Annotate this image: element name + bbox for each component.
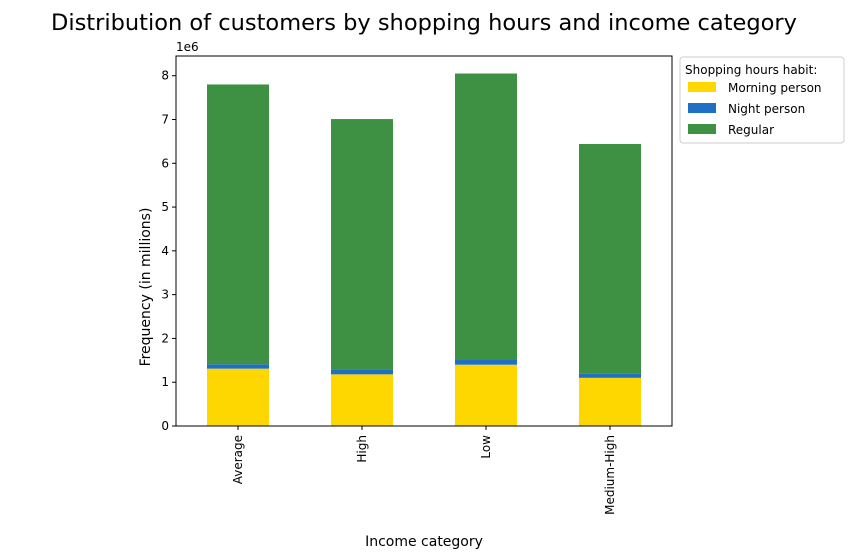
legend-label: Regular (728, 123, 774, 137)
y-tick-label: 4 (161, 244, 169, 258)
y-tick-label: 3 (161, 288, 169, 302)
bar-morning-person-average (207, 368, 269, 426)
legend: Shopping hours habit: Morning person Nigh… (679, 56, 845, 144)
bar-night-person-medium-high (579, 373, 641, 378)
y-axis-label: Frequency (in millions) (138, 208, 154, 367)
bar-night-person-average (207, 364, 269, 369)
y-tick-label: 8 (161, 69, 169, 83)
y-tick-label: 0 (161, 419, 169, 433)
x-tick-label: Average (231, 435, 245, 484)
legend-label: Morning person (728, 81, 822, 95)
plot-frame (175, 55, 673, 427)
x-tick-label: High (355, 435, 369, 463)
bar-morning-person-medium-high (579, 377, 641, 426)
y-axis-offset-label: 1e6 (176, 40, 199, 54)
bar-regular-medium-high (579, 144, 641, 374)
legend-label: Night person (728, 102, 805, 116)
legend-frame (679, 56, 845, 144)
bar-regular-low (455, 73, 517, 360)
legend-swatch-night-person (688, 103, 716, 113)
y-tick-label: 7 (161, 112, 169, 126)
bar-regular-high (331, 119, 393, 370)
y-tick-label: 2 (161, 331, 169, 345)
x-tick-label: Low (479, 435, 493, 459)
legend-swatch-morning-person (688, 82, 716, 92)
y-tick-label: 1 (161, 375, 169, 389)
x-axis-label: Income category (365, 534, 483, 550)
bar-morning-person-low (455, 364, 517, 426)
bar-regular-average (207, 84, 269, 365)
plot-area: Average High Low Medium-High 0 1 2 3 4 5 6 7 8 (161, 69, 641, 515)
bar-night-person-high (331, 369, 393, 375)
bar-night-person-low (455, 359, 517, 365)
legend-swatch-regular (688, 124, 716, 134)
bar-morning-person-high (331, 374, 393, 426)
y-tick-label: 5 (161, 200, 169, 214)
x-tick-label: Medium-High (603, 435, 617, 515)
chart-title: Distribution of customers by shopping ho… (51, 10, 797, 36)
y-tick-label: 6 (161, 156, 169, 170)
legend-title: Shopping hours habit: (685, 63, 817, 77)
